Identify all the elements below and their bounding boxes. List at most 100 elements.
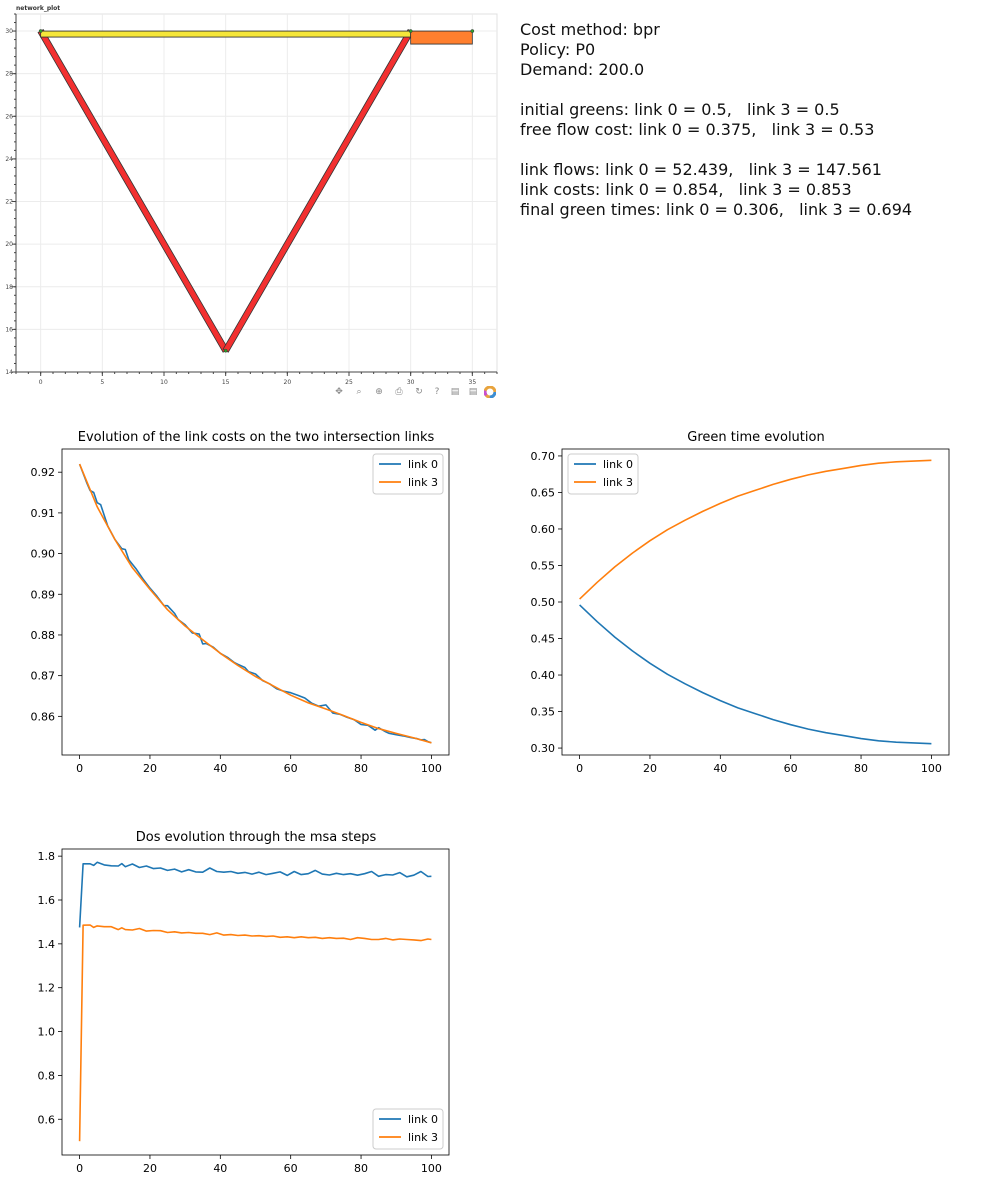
y-tick-label: 0.55 — [531, 559, 556, 572]
y-tick-label: 1.8 — [38, 850, 56, 863]
save-icon[interactable]: ⎙ — [395, 387, 403, 397]
x-tick-label: 0 — [576, 762, 583, 775]
y-tick-label: 1.6 — [38, 894, 56, 907]
y-tick-label: 0.65 — [531, 486, 556, 499]
plot-area[interactable] — [62, 449, 449, 755]
box-zoom-icon[interactable]: ⊕ — [375, 387, 383, 397]
y-tick-label: 0.87 — [31, 670, 56, 683]
legend-label: link 0 — [408, 1113, 438, 1126]
y-tick-label: 0.60 — [531, 523, 556, 536]
reset-icon[interactable]: ↻ — [415, 387, 423, 397]
x-tick-label: 80 — [354, 762, 368, 775]
results-summary: Cost method: bpr Policy: P0 Demand: 200.… — [520, 20, 990, 220]
series-line-link-0[interactable] — [78, 861, 432, 928]
y-tick-label: 24 — [5, 156, 13, 163]
y-tick-label: 0.86 — [31, 710, 56, 723]
legend-label: link 0 — [603, 458, 633, 471]
x-tick-label: 100 — [421, 762, 442, 775]
pan-icon[interactable]: ✥ — [335, 387, 343, 397]
series-line-link-3[interactable] — [78, 463, 432, 744]
x-tick-label: 5 — [100, 379, 104, 386]
y-tick-label: 0.90 — [31, 548, 56, 561]
y-tick-label: 0.40 — [531, 669, 556, 682]
x-tick-label: 100 — [921, 762, 942, 775]
network-plot: network_plot 0 5 10 15 20 25 30 35 14 16 18 20 22 24 2… — [5, 5, 498, 386]
x-tick-label: 100 — [421, 1162, 442, 1175]
link-costs-chart: Evolution of the link costs on the two i… — [31, 430, 450, 775]
network-plot-area[interactable] — [15, 13, 498, 373]
y-tick-label: 16 — [5, 326, 13, 333]
bokeh-toolbar: ✥ ⌕ ⊕ ⎙ ↻ ? ▤ ▤ — [330, 384, 500, 400]
network-node[interactable] — [223, 348, 228, 353]
y-tick-label: 14 — [5, 369, 13, 376]
series-line-link-3[interactable] — [78, 924, 432, 1142]
network-node[interactable] — [38, 29, 43, 33]
plot-area[interactable] — [562, 449, 949, 755]
x-tick-label: 0 — [39, 379, 43, 386]
hover-icon[interactable]: ▤ — [450, 387, 460, 397]
network-link-3[interactable] — [410, 30, 473, 45]
axes-frame — [61, 848, 450, 1156]
y-tick-label: 0.45 — [531, 633, 556, 646]
x-tick-label: 20 — [143, 762, 157, 775]
x-tick-label: 10 — [160, 379, 168, 386]
chart-title: Dos evolution through the msa steps — [136, 830, 377, 845]
x-tick-label: 40 — [213, 1162, 227, 1175]
x-tick-label: 20 — [284, 379, 292, 386]
y-tick-label: 0.92 — [31, 466, 56, 479]
y-tick-label: 0.88 — [31, 629, 56, 642]
y-tick-label: 0.70 — [531, 450, 556, 463]
y-tick-label: 20 — [5, 241, 13, 248]
x-tick-label: 25 — [345, 379, 353, 386]
plot-area[interactable] — [62, 849, 449, 1155]
network-link-2[interactable] — [40, 30, 412, 38]
series-line-link-0[interactable] — [579, 604, 932, 745]
bokeh-logo-icon[interactable] — [482, 384, 498, 400]
x-tick-label: 60 — [784, 762, 798, 775]
x-tick-label: 0 — [76, 1162, 83, 1175]
x-tick-label: 40 — [213, 762, 227, 775]
network-plot-title: network_plot — [16, 5, 60, 12]
green-time-chart: Green time evolution 0 20 40 60 80 100 0.30 0.3… — [531, 430, 950, 775]
x-tick-label: 20 — [143, 1162, 157, 1175]
legend-label: link 3 — [408, 1131, 438, 1144]
legend-label: link 0 — [408, 458, 438, 471]
help-icon[interactable]: ? — [434, 387, 440, 397]
link-flows-text: link flows: link 0 = 52.439, link 3 = 14… — [520, 160, 882, 179]
y-tick-label: 0.35 — [531, 706, 556, 719]
zoom-icon[interactable]: ⌕ — [356, 387, 362, 397]
x-tick-label: 15 — [222, 379, 230, 386]
x-tick-label: 35 — [469, 379, 477, 386]
hover2-icon[interactable]: ▤ — [468, 387, 478, 397]
policy-text: Policy: P0 — [520, 40, 596, 59]
y-tick-label: 0.6 — [38, 1113, 56, 1126]
legend: link 0 link 3 — [372, 1108, 444, 1150]
initial-greens-text: initial greens: link 0 = 0.5, link 3 = 0… — [520, 100, 840, 119]
legend: link 0 link 3 — [567, 453, 639, 495]
series-line-link-3[interactable] — [579, 459, 932, 600]
x-tick-label: 40 — [713, 762, 727, 775]
network-node[interactable] — [408, 29, 413, 33]
x-tick-label: 60 — [284, 762, 298, 775]
y-tick-label: 26 — [5, 113, 13, 120]
y-tick-label: 30 — [5, 28, 13, 35]
chart-title: Green time evolution — [687, 430, 824, 445]
link-costs-text: link costs: link 0 = 0.854, link 3 = 0.8… — [520, 180, 852, 199]
x-tick-label: 60 — [284, 1162, 298, 1175]
network-node[interactable] — [470, 29, 475, 33]
legend: link 0 link 3 — [372, 453, 444, 495]
final-green-times-text: final green times: link 0 = 0.306, link … — [520, 200, 913, 219]
x-tick-label: 20 — [643, 762, 657, 775]
dos-evolution-chart: Dos evolution through the msa steps 0 20 4… — [38, 830, 450, 1175]
y-tick-label: 1.2 — [38, 982, 56, 995]
legend-label: link 3 — [603, 476, 633, 489]
y-tick-label: 0.30 — [531, 742, 556, 755]
y-tick-label: 0.89 — [31, 588, 56, 601]
y-tick-label: 0.50 — [531, 596, 556, 609]
y-tick-label: 18 — [5, 284, 13, 291]
y-tick-label: 0.91 — [31, 507, 56, 520]
y-tick-label: 1.4 — [38, 938, 56, 951]
x-tick-label: 80 — [354, 1162, 368, 1175]
chart-title: Evolution of the link costs on the two i… — [78, 430, 435, 445]
axes-frame — [61, 448, 450, 756]
